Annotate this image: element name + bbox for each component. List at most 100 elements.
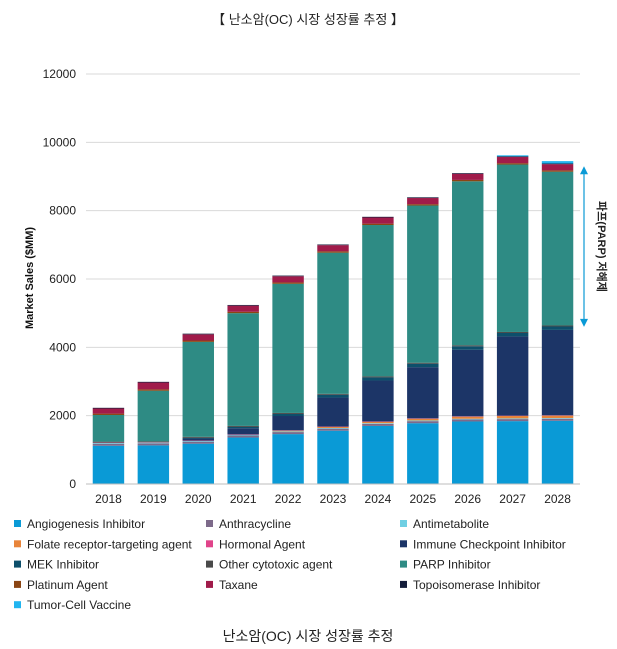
bar-segment	[407, 204, 439, 206]
bar-segment	[92, 408, 125, 414]
bar-segment	[272, 282, 304, 284]
x-tick-label: 2027	[499, 492, 526, 506]
bar-segment	[362, 423, 394, 426]
bar-segment	[362, 425, 394, 484]
bar-segment	[407, 198, 439, 205]
bar-segment	[496, 163, 529, 165]
bar-segment	[452, 346, 484, 350]
x-tick-label: 2028	[544, 492, 571, 506]
bar-segment	[541, 418, 574, 419]
bar-segment	[272, 416, 304, 431]
bar-segment	[452, 181, 484, 346]
bar-segment	[182, 441, 214, 444]
bar-segment	[362, 421, 394, 424]
legend-label: Anthracycline	[219, 517, 291, 531]
legend-label: Taxane	[219, 578, 258, 592]
parp-arrow-head-bottom	[580, 318, 588, 327]
bar-segment	[317, 426, 349, 428]
x-tick-label: 2020	[185, 492, 212, 506]
bar-segment	[317, 394, 349, 398]
bar-segment	[407, 423, 439, 484]
bar-segment	[362, 223, 394, 226]
bar-segment	[317, 430, 349, 484]
bar-segment	[137, 441, 170, 443]
x-tick-label: 2026	[454, 492, 481, 506]
bar-segment	[317, 251, 349, 253]
y-axis-label: Market Sales ($MM)	[24, 227, 36, 329]
y-tick-label: 6000	[49, 272, 76, 286]
x-tick-label: 2021	[230, 492, 257, 506]
legend-label: Platinum Agent	[27, 578, 108, 592]
bar-segment	[362, 423, 394, 424]
bars	[92, 155, 574, 484]
y-tick-label: 0	[69, 477, 76, 491]
bar-segment	[182, 440, 214, 442]
bar-segment	[496, 421, 529, 484]
x-tick-label: 2024	[365, 492, 392, 506]
legend-label: Tumor-Cell Vaccine	[27, 598, 131, 612]
legend-swatch	[14, 520, 21, 527]
legend-label: Folate receptor-targeting agent	[27, 537, 192, 551]
bar-segment	[317, 427, 349, 429]
bar-segment	[92, 445, 125, 484]
bar-segment	[92, 443, 125, 446]
legend-swatch	[206, 580, 213, 588]
legend-label: Other cytotoxic agent	[219, 558, 333, 572]
bar-segment	[452, 179, 484, 182]
bar-segment	[496, 155, 529, 157]
bar-segment	[182, 341, 214, 437]
bar-segment	[317, 245, 349, 252]
x-tick-label: 2025	[409, 492, 436, 506]
bar-segment	[137, 445, 170, 484]
bar-segment	[362, 225, 394, 377]
chart-caption: 난소암(OC) 시장 성장률 추정	[223, 628, 394, 644]
bar-segment	[496, 157, 529, 164]
bar-segment	[541, 325, 574, 327]
bar-segment	[407, 367, 439, 419]
y-tick-label: 8000	[49, 204, 76, 218]
bar-segment	[541, 161, 574, 164]
bar-segment	[92, 413, 125, 415]
legend-swatch	[400, 540, 407, 548]
bar-segment	[496, 336, 529, 416]
bar-segment	[496, 418, 529, 420]
legend-swatch	[14, 580, 21, 588]
bar-segment	[272, 283, 304, 413]
legend-swatch	[14, 601, 21, 609]
legend-swatch	[400, 580, 407, 588]
bar-segment	[137, 443, 170, 446]
legend-swatch	[14, 540, 21, 548]
bar-segment	[227, 426, 259, 429]
y-tick-label: 4000	[49, 340, 76, 354]
bar-segment	[541, 418, 574, 421]
bar-segment	[227, 305, 259, 312]
bar-segment	[317, 244, 349, 246]
legend-label: Topoisomerase Inhibitor	[413, 578, 540, 592]
legend: Angiogenesis Inhibitor Anthracycline Antim…	[14, 517, 566, 612]
bar-segment	[407, 197, 439, 199]
bar-segment	[496, 332, 529, 337]
y-axis-ticks: 0 2000 4000 6000 8000 10000 12000	[43, 67, 77, 491]
bar-segment	[362, 216, 394, 218]
bar-segment	[182, 333, 214, 335]
bar-segment	[227, 437, 259, 484]
x-tick-label: 2022	[275, 492, 302, 506]
bar-segment	[362, 380, 394, 422]
bar-segment	[407, 205, 439, 363]
bar-segment	[541, 164, 574, 171]
bar-segment	[452, 419, 484, 422]
bar-segment	[452, 345, 484, 347]
legend-label: MEK Inhibitor	[27, 558, 99, 572]
legend-label: Angiogenesis Inhibitor	[27, 517, 145, 531]
bar-segment	[407, 418, 439, 421]
bar-segment	[496, 416, 529, 419]
bar-segment	[227, 434, 259, 436]
bar-segment	[272, 434, 304, 484]
bar-segment	[92, 414, 125, 442]
parp-annotation-label: 파프(PARP) 저해제	[595, 201, 609, 292]
bar-segment	[227, 313, 259, 426]
legend-swatch	[206, 560, 213, 568]
bar-segment	[272, 432, 304, 435]
legend-label: Hormonal Agent	[219, 537, 306, 551]
